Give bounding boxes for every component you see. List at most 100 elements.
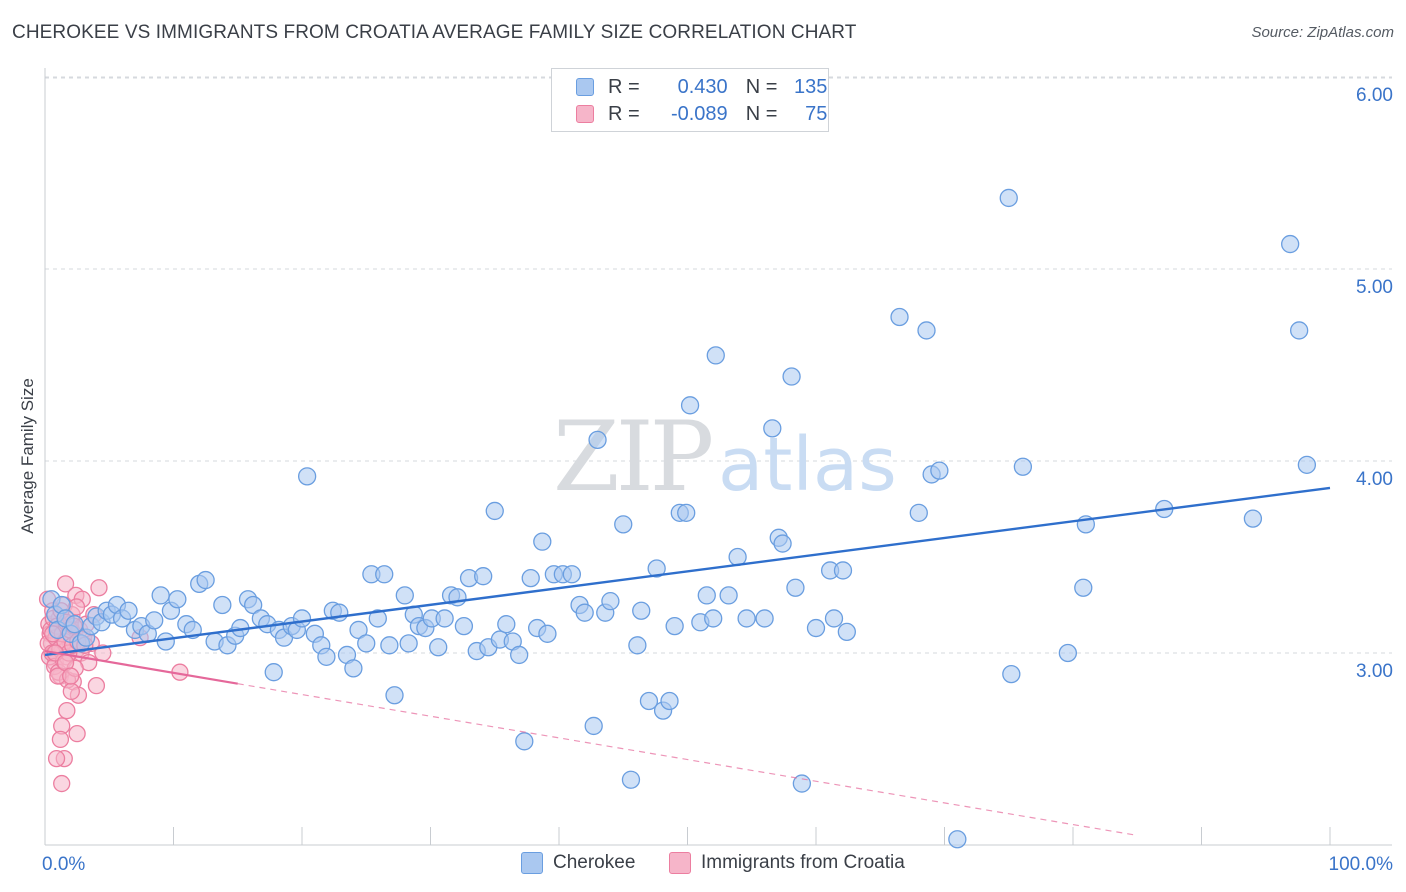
trend-line-croatia (44, 649, 238, 685)
data-point-cherokee (1297, 455, 1317, 474)
legend-swatch-croatia (669, 852, 691, 874)
data-point-cherokee (837, 622, 856, 642)
data-point-cherokee (890, 307, 909, 327)
data-point-cherokee (474, 567, 493, 586)
data-point-cherokee (264, 663, 283, 682)
legend-row-croatia: R = -0.089 N = 75 (576, 102, 827, 126)
data-point-cherokee (632, 601, 651, 620)
legend-swatch-cherokee (521, 852, 543, 874)
data-point-cherokee (65, 615, 84, 634)
data-point-cherokee (665, 616, 684, 636)
data-point-cherokee (375, 565, 394, 584)
data-point-cherokee (538, 624, 557, 643)
data-point-cherokee (697, 586, 716, 605)
data-point-cherokee (1013, 457, 1033, 476)
data-point-cherokee (1290, 321, 1309, 340)
legend-r-value: -0.089 (670, 102, 728, 125)
data-point-cherokee (824, 609, 844, 628)
data-point-cherokee (917, 321, 936, 340)
data-point-cherokee (213, 595, 232, 615)
data-point-cherokee (429, 638, 448, 657)
data-point-cherokee (719, 586, 738, 605)
trend-line-croatia-extended (237, 683, 1138, 836)
data-point-cherokee (833, 561, 853, 580)
data-point-cherokee (737, 609, 756, 628)
data-point-cherokee (677, 503, 696, 522)
data-point-croatia (68, 724, 86, 743)
data-point-cherokee (151, 586, 170, 605)
data-point-cherokee (168, 590, 187, 609)
data-point-cherokee (614, 515, 633, 534)
y-tick-label: 4.00 (1356, 469, 1393, 490)
data-point-cherokee (628, 636, 647, 655)
data-point-croatia (62, 667, 80, 685)
data-point-cherokee (680, 396, 700, 415)
legend-item-croatia: Immigrants from Croatia (669, 852, 905, 874)
data-point-croatia (47, 749, 66, 768)
y-tick-label: 6.00 (1356, 85, 1393, 106)
data-point-cherokee (621, 770, 641, 789)
data-point-cherokee (704, 609, 723, 628)
data-point-cherokee (588, 430, 607, 450)
chart-title: CHEROKEE VS IMMIGRANTS FROM CROATIA AVER… (12, 22, 857, 43)
legend-n-value: 75 (805, 102, 828, 125)
data-point-cherokee (639, 691, 659, 711)
legend-label-croatia: Immigrants from Croatia (701, 852, 905, 873)
y-tick-label: 5.00 (1356, 277, 1393, 298)
data-point-cherokee (297, 467, 317, 486)
data-point-cherokee (395, 586, 414, 605)
data-point-croatia (58, 701, 76, 720)
data-point-cherokee (786, 578, 805, 597)
data-point-cherokee (244, 595, 263, 615)
legend-swatch-pink (576, 105, 594, 123)
data-point-cherokee (521, 568, 540, 588)
data-point-cherokee (145, 611, 164, 630)
data-point-cherokee (292, 609, 312, 628)
data-point-cherokee (385, 686, 404, 705)
data-point-cherokee (773, 534, 792, 553)
data-point-cherokee (156, 632, 175, 651)
data-point-cherokee (647, 559, 666, 578)
data-point-cherokee (454, 616, 474, 636)
source-credit: Source: ZipAtlas.com (1251, 24, 1394, 41)
data-point-cherokee (584, 716, 603, 736)
data-point-cherokee (601, 592, 620, 611)
data-point-cherokee (435, 609, 454, 628)
correlation-legend: R = 0.430 N = 135 R = -0.089 N = 75 (551, 68, 829, 132)
data-point-croatia (62, 682, 80, 701)
legend-r-label: R = (608, 75, 640, 98)
data-point-croatia (87, 676, 106, 695)
data-point-cherokee (485, 501, 504, 521)
legend-n-label: N = (745, 75, 778, 98)
series-legend: Cherokee Immigrants from Croatia (0, 850, 1406, 878)
data-point-cherokee (575, 603, 594, 622)
legend-item-cherokee: Cherokee (521, 852, 635, 874)
x-tick-label-min: 0.0% (42, 854, 85, 875)
data-point-cherokee (349, 620, 368, 640)
data-point-cherokee (999, 188, 1018, 208)
data-point-cherokee (755, 609, 774, 628)
data-point-cherokee (948, 830, 967, 849)
y-tick-label: 3.00 (1356, 661, 1393, 682)
data-point-cherokee (399, 634, 418, 653)
watermark-zip: ZIP (553, 401, 712, 513)
data-point-croatia (56, 575, 75, 593)
data-point-cherokee (344, 659, 363, 678)
data-point-cherokee (380, 636, 399, 655)
data-point-cherokee (782, 367, 801, 386)
x-tick-label-max: 100.0% (1329, 854, 1394, 875)
data-point-cherokee (497, 615, 516, 634)
data-point-croatia (53, 774, 71, 793)
watermark-atlas: atlas (718, 422, 897, 508)
series-cherokee-points (42, 188, 1317, 849)
trend-line-cherokee (44, 486, 1331, 657)
data-point-cherokee (806, 618, 826, 638)
data-point-cherokee (1074, 578, 1093, 597)
tick-labels: 3.00 4.00 5.00 6.00 0.0% 100.0% (42, 85, 1393, 875)
data-point-cherokee (660, 691, 679, 711)
legend-r-value: 0.430 (677, 75, 728, 98)
data-point-cherokee (1243, 509, 1263, 528)
data-point-cherokee (930, 461, 949, 480)
data-point-cherokee (1281, 234, 1300, 254)
